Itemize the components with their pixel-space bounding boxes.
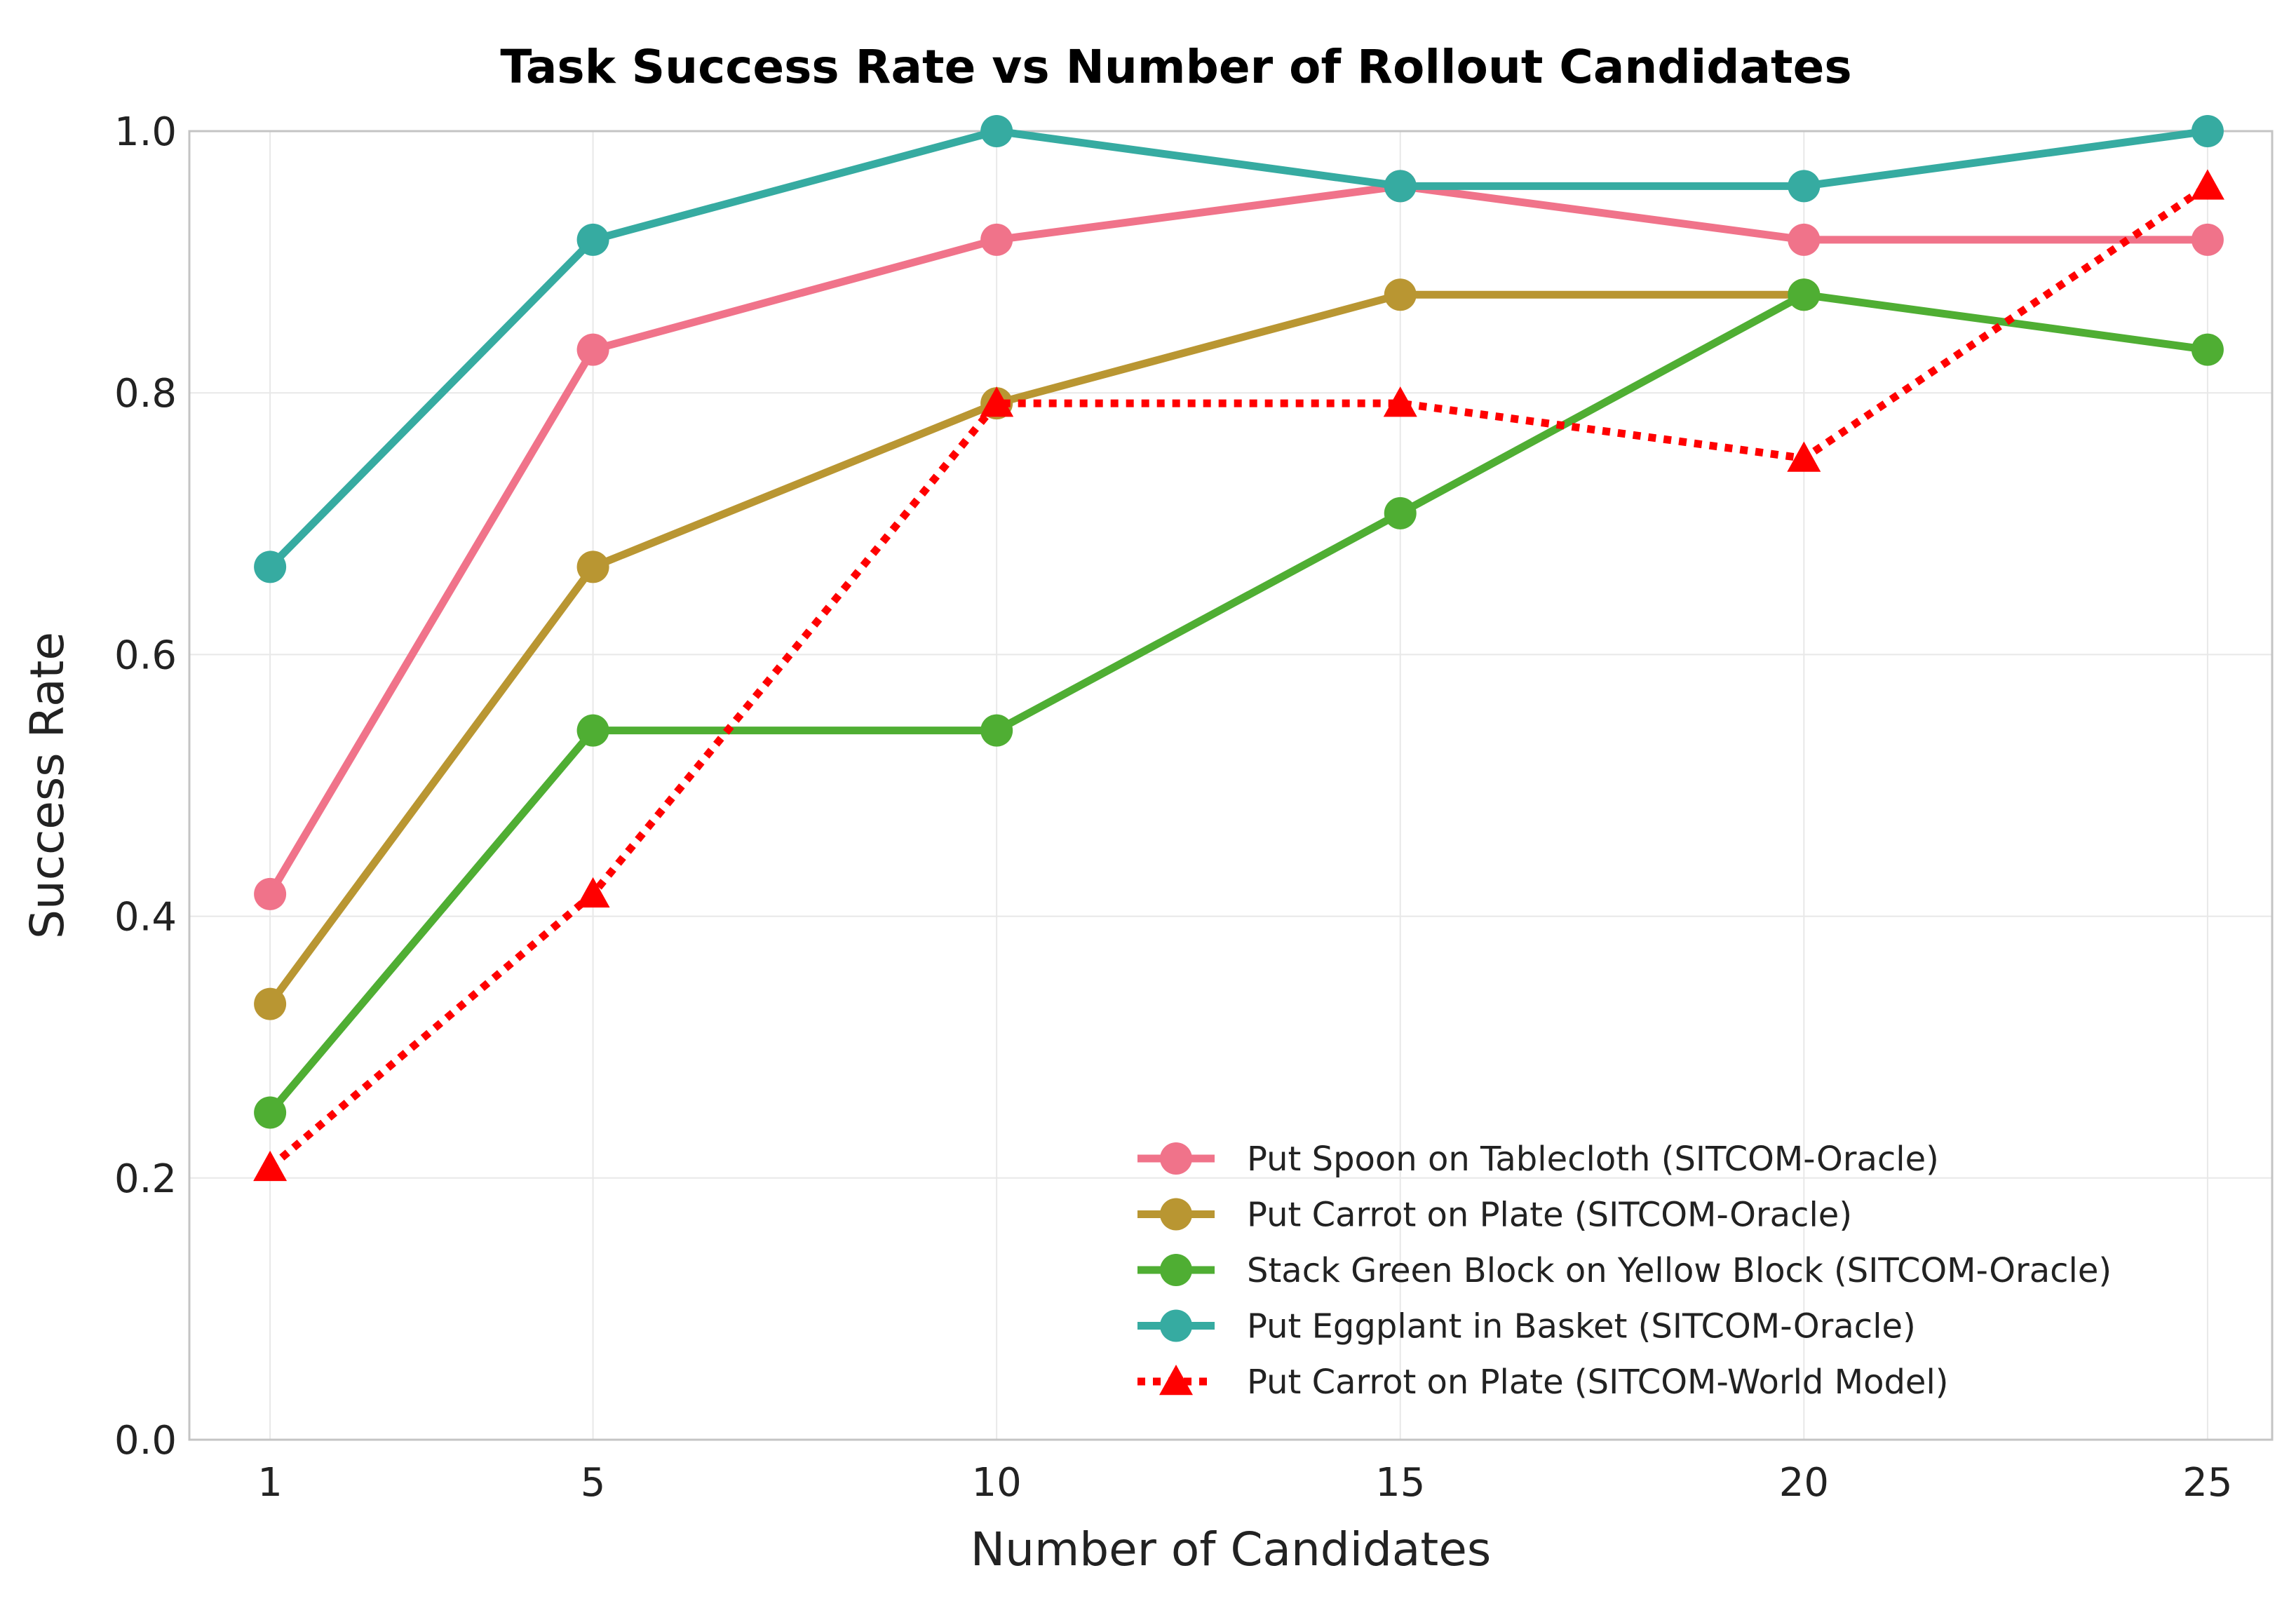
series-lines xyxy=(253,115,2224,1182)
legend-label: Put Carrot on Plate (SITCOM-Oracle) xyxy=(1247,1196,1852,1235)
series-line xyxy=(267,127,2208,570)
series-put-carrot-on-plate-sitcom-world-model xyxy=(253,169,2224,1182)
legend-item: Put Spoon on Tablecloth (SITCOM-Oracle) xyxy=(1137,1140,1939,1179)
x-tick-label: 10 xyxy=(972,1460,1022,1506)
y-tick-label: 0.6 xyxy=(114,633,177,678)
x-tick-label: 15 xyxy=(1375,1460,1425,1506)
x-tick-label: 5 xyxy=(581,1460,606,1506)
legend-item: Stack Green Block on Yellow Block (SITCO… xyxy=(1137,1251,2112,1290)
data-point xyxy=(1788,170,1821,203)
data-point xyxy=(576,877,610,908)
data-point xyxy=(254,877,287,910)
legend-marker xyxy=(1160,1198,1192,1231)
data-point xyxy=(1788,223,1821,256)
legend-marker xyxy=(1160,1142,1192,1175)
data-point xyxy=(576,333,609,366)
x-tick-label: 25 xyxy=(2182,1460,2232,1506)
data-point xyxy=(980,223,1013,256)
x-tick-label: 20 xyxy=(1779,1460,1829,1506)
series-put-eggplant-in-basket-sitcom-oracle xyxy=(254,115,2224,583)
data-point xyxy=(254,550,287,583)
series-line xyxy=(266,290,2208,1116)
data-point xyxy=(1384,496,1417,529)
grid-lines xyxy=(189,130,2272,1440)
series-line xyxy=(266,182,2208,896)
data-point xyxy=(1787,441,1821,472)
data-point xyxy=(576,223,609,256)
legend-marker xyxy=(1159,1365,1193,1396)
data-point xyxy=(2191,223,2224,256)
legend-marker xyxy=(1160,1309,1192,1342)
data-point xyxy=(1384,170,1417,203)
data-point xyxy=(1383,386,1417,417)
x-axis-label: Number of Candidates xyxy=(971,1522,1492,1576)
legend-label: Put Spoon on Tablecloth (SITCOM-Oracle) xyxy=(1247,1140,1939,1179)
data-point xyxy=(2191,115,2224,147)
chart-title: Task Success Rate vs Number of Rollout C… xyxy=(500,40,1851,94)
y-tick-label: 0.2 xyxy=(114,1156,177,1202)
data-point xyxy=(980,115,1013,147)
legend-item: Put Carrot on Plate (SITCOM-World Model) xyxy=(1137,1363,1949,1402)
data-point xyxy=(2191,333,2224,366)
data-point xyxy=(980,714,1013,747)
legend-label: Stack Green Block on Yellow Block (SITCO… xyxy=(1247,1251,2112,1290)
data-point xyxy=(980,386,1014,417)
data-point xyxy=(576,550,609,583)
legend-label: Put Carrot on Plate (SITCOM-World Model) xyxy=(1247,1363,1949,1402)
axis-ticks: 1 5 10 15 20 250.00.20.40.60.81.0 xyxy=(114,109,2233,1506)
plot-frame xyxy=(188,130,2274,1441)
series-stack-green-block-on-yellow-block-sitcom-oracle xyxy=(254,278,2224,1129)
legend-label: Put Eggplant in Basket (SITCOM-Oracle) xyxy=(1247,1307,1916,1346)
legend-item: Put Carrot on Plate (SITCOM-Oracle) xyxy=(1137,1196,1852,1235)
x-tick-label: 1 xyxy=(257,1460,283,1506)
y-tick-label: 0.4 xyxy=(114,895,177,940)
data-point xyxy=(1384,278,1417,311)
data-point xyxy=(2190,169,2224,200)
data-point xyxy=(254,1096,287,1129)
legend-marker xyxy=(1160,1254,1192,1286)
data-point xyxy=(576,714,609,747)
series-line xyxy=(267,182,2210,1171)
legend-item: Put Eggplant in Basket (SITCOM-Oracle) xyxy=(1137,1307,1916,1346)
y-axis-label: Success Rate xyxy=(20,632,74,939)
legend: Put Spoon on Tablecloth (SITCOM-Oracle) P… xyxy=(1137,1140,2112,1402)
y-tick-label: 0.0 xyxy=(114,1418,177,1464)
y-tick-label: 0.8 xyxy=(114,371,177,417)
data-point xyxy=(253,1150,288,1182)
data-point xyxy=(254,987,287,1020)
y-tick-label: 1.0 xyxy=(114,109,177,155)
data-point xyxy=(1788,278,1821,311)
